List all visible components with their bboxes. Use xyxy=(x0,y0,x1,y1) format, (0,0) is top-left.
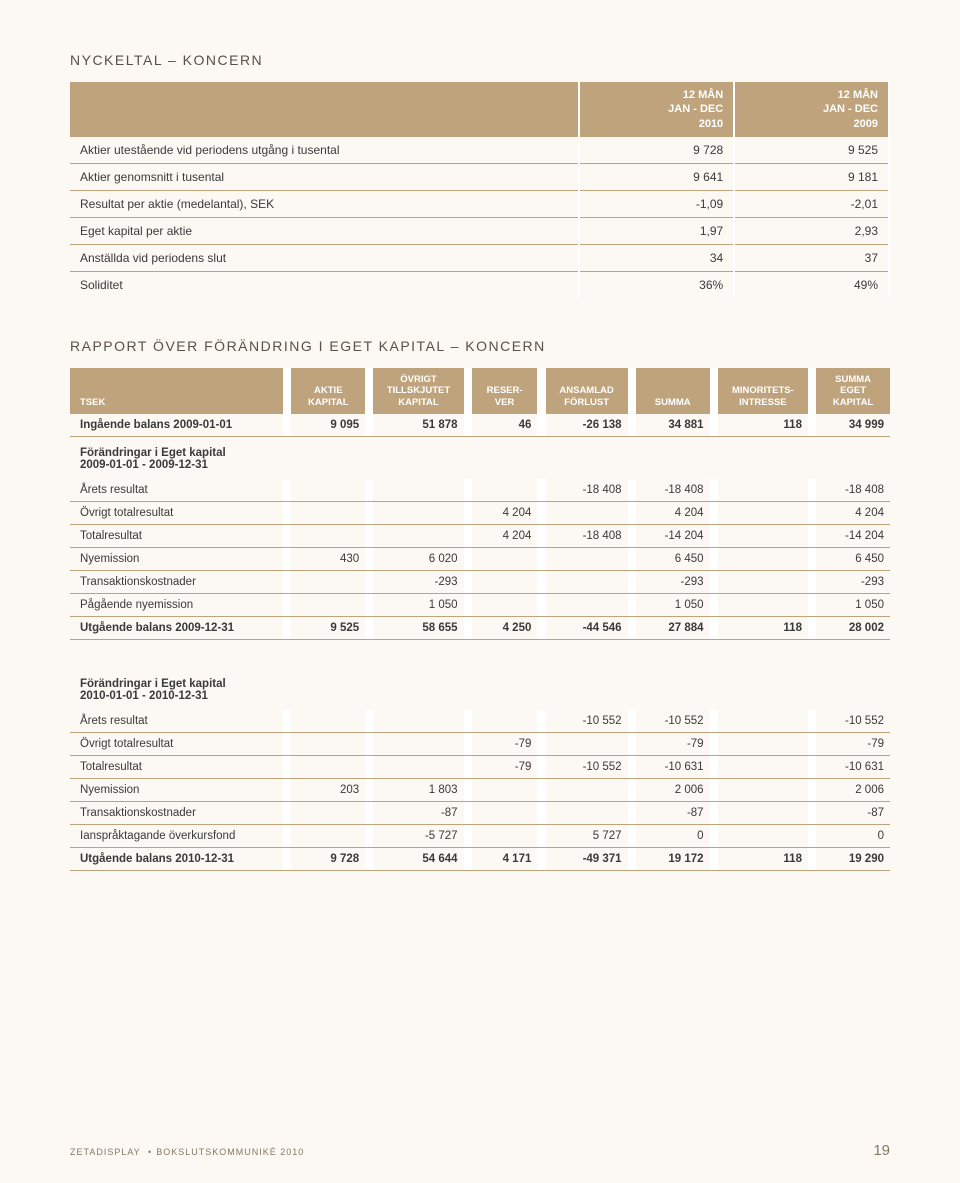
footer-doc: BOKSLUTSKOMMUNIKÉ 2010 xyxy=(144,1147,304,1157)
table-row: Anställda vid periodens slut 34 37 xyxy=(70,244,890,271)
table-row: Pågående nyemission 1 050 1 0501 050 xyxy=(70,594,890,617)
section-title-nyckeltal: NYCKELTAL – KONCERN xyxy=(70,52,890,68)
table-row: Eget kapital per aktie 1,97 2,93 xyxy=(70,217,890,244)
table-row: Årets resultat -10 552-10 552-10 552 xyxy=(70,710,890,732)
page-footer: ZETADISPLAY BOKSLUTSKOMMUNIKÉ 2010 19 xyxy=(70,1142,890,1159)
subsection-head: Förändringar i Eget kapital2009-01-01 - … xyxy=(70,437,890,480)
table-row: Årets resultat -18 408-18 408-18 408 xyxy=(70,479,890,501)
table-eget-kapital: TSEK AKTIEKAPITAL ÖVRIGTTILLSKJUTETKAPIT… xyxy=(70,368,890,871)
table-row: Totalresultat -79-10 552-10 631-10 631 xyxy=(70,756,890,779)
table-row: Ingående balans 2009-01-01 9 095 51 878 … xyxy=(70,414,890,436)
table-row: Aktier utestående vid periodens utgång i… xyxy=(70,137,890,164)
t2-h-aktie: AKTIEKAPITAL xyxy=(291,368,365,414)
table-row: Utgående balans 2009-12-31 9 52558 6554 … xyxy=(70,617,890,640)
t2-h-tsek: TSEK xyxy=(70,368,283,414)
table-row: Nyemission 4306 020 6 4506 450 xyxy=(70,548,890,571)
t2-h-minoritet: MINORITETS-INTRESSE xyxy=(718,368,808,414)
table-row: Transaktionskostnader -293 -293-293 xyxy=(70,571,890,594)
table-row: Övrigt totalresultat -79-79-79 xyxy=(70,733,890,756)
page-number: 19 xyxy=(873,1142,890,1159)
table-nyckeltal: 12 MÅN JAN - DEC 2010 12 MÅN JAN - DEC 2… xyxy=(70,82,890,298)
table-row: Transaktionskostnader -87 -87-87 xyxy=(70,802,890,825)
page: NYCKELTAL – KONCERN 12 MÅN JAN - DEC 201… xyxy=(0,0,960,1183)
table-row: Ianspråktagande överkursfond -5 727 5 72… xyxy=(70,825,890,848)
t1-header-col1: 12 MÅN JAN - DEC 2010 xyxy=(580,82,733,137)
table-row: Utgående balans 2010-12-31 9 72854 6444 … xyxy=(70,848,890,871)
t1-header-empty xyxy=(70,82,578,137)
footer-brand: ZETADISPLAY xyxy=(70,1147,141,1157)
subsection-head: Förändringar i Eget kapital2010-01-01 - … xyxy=(70,668,890,710)
t2-h-ansamlad: ANSAMLADFÖRLUST xyxy=(546,368,628,414)
t2-h-ovrigt: ÖVRIGTTILLSKJUTETKAPITAL xyxy=(373,368,463,414)
table-row: Nyemission 2031 803 2 0062 006 xyxy=(70,779,890,802)
t2-h-summa-eget: SUMMAEGETKAPITAL xyxy=(816,368,890,414)
table-row: Totalresultat 4 204-18 408-14 204-14 204 xyxy=(70,525,890,548)
table-row: Soliditet 36% 49% xyxy=(70,271,890,298)
t2-h-summa: SUMMA xyxy=(636,368,710,414)
section-title-rapport: RAPPORT ÖVER FÖRÄNDRING I EGET KAPITAL –… xyxy=(70,338,890,354)
t2-h-reserver: RESER-VER xyxy=(472,368,538,414)
table-row: Övrigt totalresultat 4 2044 2044 204 xyxy=(70,502,890,525)
table-row: Resultat per aktie (medelantal), SEK -1,… xyxy=(70,190,890,217)
t1-header-col2: 12 MÅN JAN - DEC 2009 xyxy=(735,82,888,137)
table-row: Aktier genomsnitt i tusental 9 641 9 181 xyxy=(70,163,890,190)
